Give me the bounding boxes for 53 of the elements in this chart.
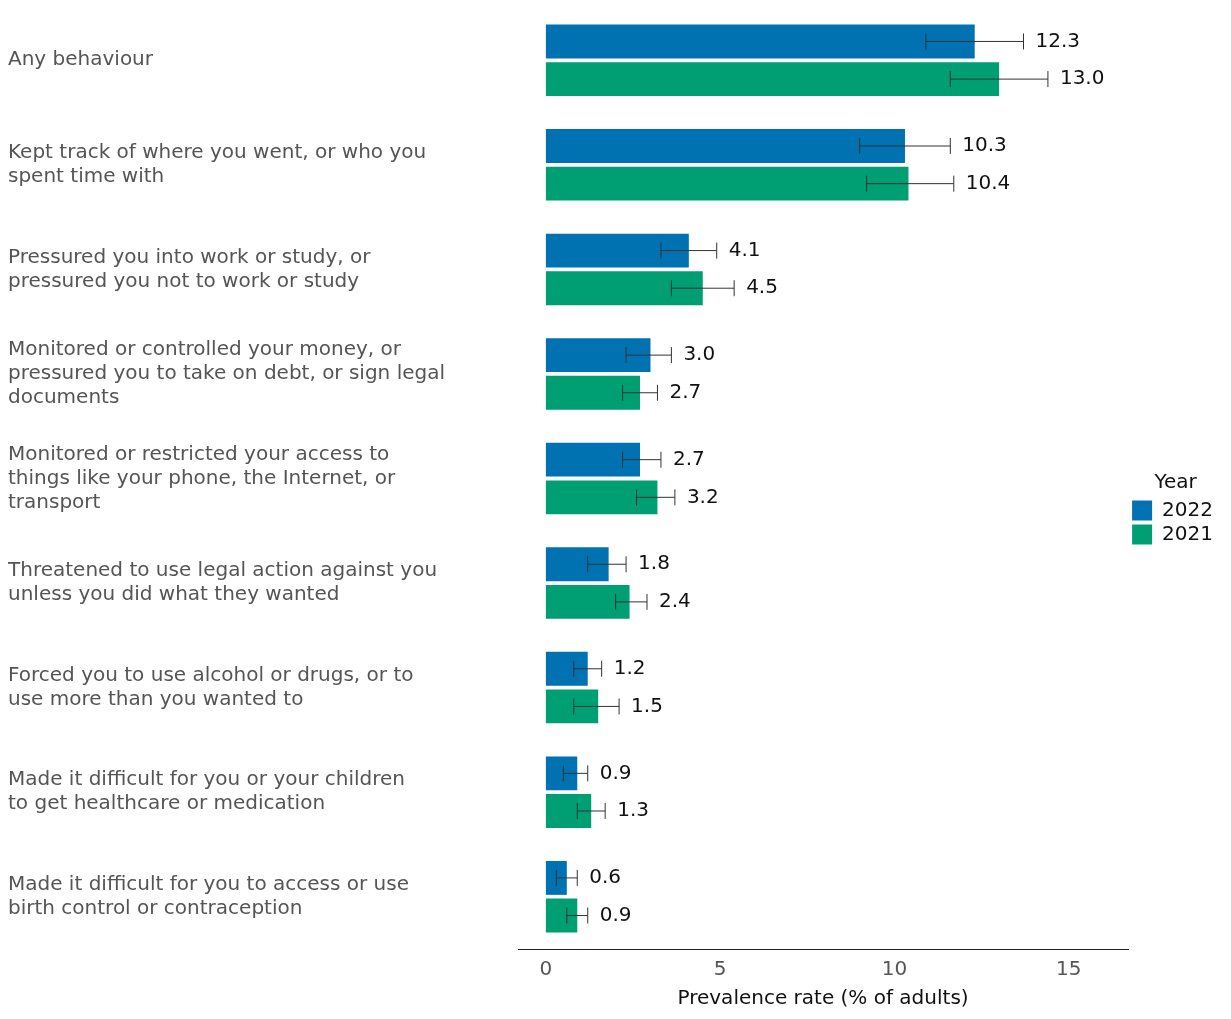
y-tick-label: Made it difficult for you to access or use birth control or contraception bbox=[8, 870, 410, 919]
bar bbox=[545, 756, 578, 791]
bar bbox=[545, 584, 630, 619]
legend-label: 2022 bbox=[1162, 496, 1214, 521]
data-label: 0.9 bbox=[599, 901, 632, 926]
x-tick-label: 10 bbox=[881, 956, 908, 981]
data-label: 13.0 bbox=[1059, 65, 1105, 90]
bar bbox=[545, 898, 578, 933]
bar bbox=[545, 62, 1000, 97]
y-tick-label: Monitored or controlled your money, or pressured you to take on debt, or sign legal documents bbox=[8, 336, 446, 409]
bar bbox=[545, 651, 588, 686]
bar bbox=[545, 24, 975, 59]
y-tick-label: Any behaviour bbox=[8, 46, 154, 71]
data-label: 1.3 bbox=[617, 797, 649, 822]
data-label: 10.4 bbox=[965, 169, 1011, 194]
data-label: 3.2 bbox=[686, 483, 719, 508]
bar bbox=[545, 375, 641, 410]
data-label: 10.3 bbox=[962, 132, 1007, 157]
x-axis-title: Prevalence rate (% of adults) bbox=[677, 985, 969, 1010]
legend-title: Year bbox=[1153, 468, 1198, 493]
data-label: 2.7 bbox=[669, 378, 702, 403]
legend-label: 2021 bbox=[1162, 520, 1214, 545]
bar bbox=[545, 233, 689, 268]
data-label: 1.8 bbox=[638, 550, 670, 575]
bar bbox=[545, 480, 658, 515]
y-tick-label: Monitored or restricted your access to things like your phone, the Internet, or transport bbox=[8, 440, 397, 513]
y-tick-label: Forced you to use alcohol or drugs, or to use more than you wanted to bbox=[8, 661, 414, 710]
y-tick-label: Kept track of where you went, or who you spent time with bbox=[8, 139, 427, 188]
bar bbox=[545, 860, 567, 895]
bar bbox=[545, 689, 599, 724]
data-label: 1.2 bbox=[613, 654, 646, 679]
data-label: 0.6 bbox=[589, 864, 622, 889]
data-label: 4.1 bbox=[728, 236, 761, 261]
bar bbox=[545, 547, 609, 582]
bar bbox=[545, 271, 703, 306]
x-tick-label: 15 bbox=[1056, 956, 1082, 981]
y-tick-label: Made it difficult for you or your children to get healthcare or medication bbox=[8, 766, 405, 815]
data-label: 3.0 bbox=[683, 341, 716, 366]
data-label: 2.4 bbox=[658, 588, 691, 613]
bar bbox=[545, 794, 592, 828]
data-label: 0.9 bbox=[599, 759, 632, 784]
x-tick-label: 0 bbox=[539, 956, 553, 981]
bar bbox=[545, 129, 905, 163]
bar bbox=[545, 338, 651, 373]
y-tick-label: Threatened to use legal action against you unless you did what they wanted bbox=[7, 557, 438, 606]
data-label: 4.5 bbox=[746, 274, 778, 299]
data-label: 12.3 bbox=[1035, 27, 1081, 52]
bar bbox=[545, 442, 641, 477]
y-tick-label: Pressured you into work or study, or pressured you not to work or study bbox=[8, 243, 372, 292]
x-tick-label: 5 bbox=[713, 956, 727, 981]
data-label: 2.7 bbox=[672, 445, 705, 470]
bar bbox=[545, 166, 909, 201]
data-label: 1.5 bbox=[631, 692, 663, 717]
